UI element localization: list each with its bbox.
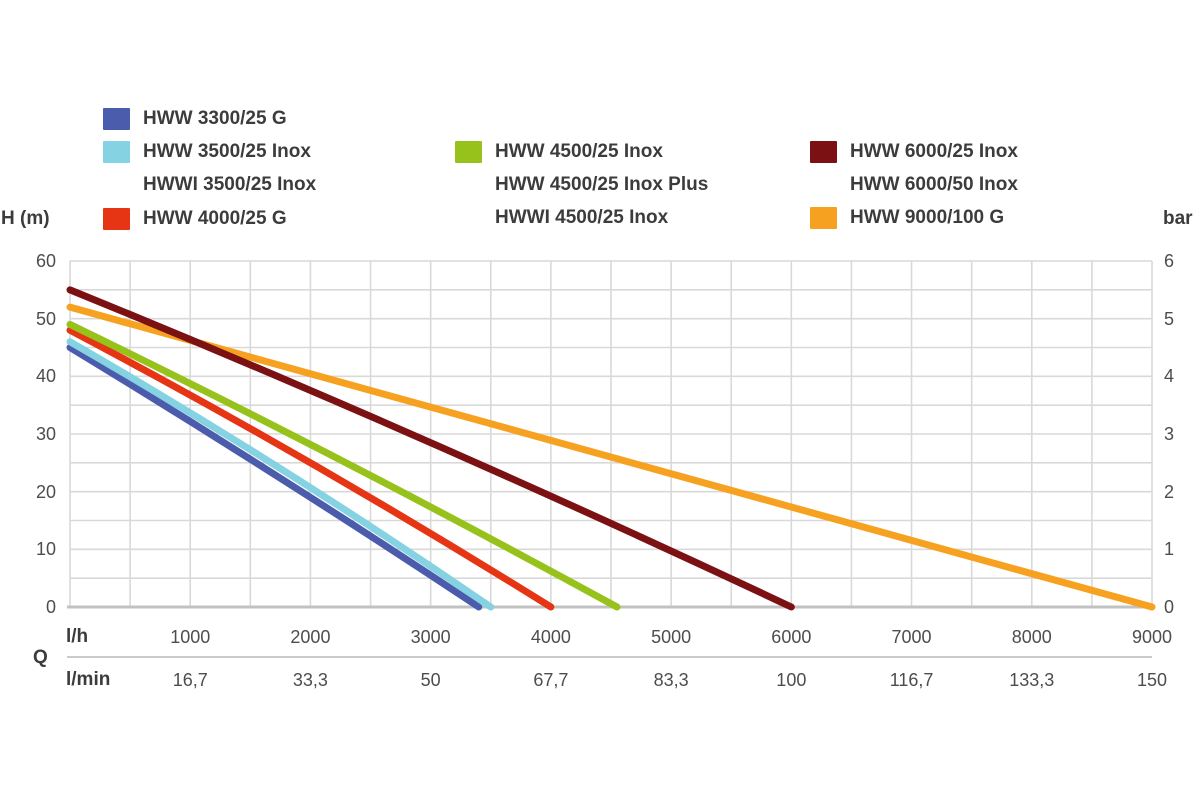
y-tick-left: 10 — [35, 539, 56, 560]
legend-swatch — [103, 107, 130, 130]
x-tick-lmin: 150 — [1136, 670, 1168, 690]
curve-series-5 — [66, 303, 1156, 611]
y-tick-right: 4 — [1164, 366, 1175, 387]
x-tick-lmin: 50 — [420, 670, 441, 690]
x-tick-lh: 7000 — [891, 627, 932, 647]
grid — [67, 260, 1153, 609]
axis-left-title: H (m) — [1, 208, 50, 229]
legend-item: HWW 4500/25 Inox — [455, 135, 708, 168]
flow-unit-lmin-label: l/min — [66, 669, 111, 690]
legend-label: HWW 4000/25 G — [143, 207, 287, 229]
curve-series-2 — [66, 326, 555, 611]
legend-swatch — [810, 140, 837, 163]
y-tick-right: 6 — [1164, 251, 1175, 271]
x-tick-lh: 8000 — [1011, 627, 1052, 647]
flow-axis-symbol: Q — [33, 647, 48, 668]
legend-item: HWWI 4500/25 Inox — [455, 202, 708, 235]
curve-series-4 — [66, 286, 795, 611]
x-tick-lh: 2000 — [290, 627, 331, 647]
y-tick-right: 1 — [1164, 539, 1175, 560]
legend-item: HWW 4500/25 Inox Plus — [455, 168, 708, 201]
legend-column: HWW 3300/25 G HWW 3500/25 Inox HWWI 3500/2… — [103, 102, 316, 236]
legend-column: HWW 4500/25 Inox HWW 4500/25 Inox Plus HWW… — [455, 135, 708, 235]
x-tick-lmin: 16,7 — [172, 670, 208, 690]
y-tick-left: 20 — [35, 481, 56, 502]
y-tick-left: 60 — [35, 251, 56, 271]
legend-label: HWWI 3500/25 Inox — [143, 174, 317, 196]
legend-swatch — [103, 141, 130, 164]
y-tick-right: 0 — [1164, 597, 1175, 617]
x-tick-lh: 5000 — [651, 627, 692, 647]
legend-label: HWW 4500/25 Inox — [495, 140, 663, 162]
x-tick-lmin: 83,3 — [653, 670, 689, 690]
y-tick-right: 3 — [1164, 424, 1175, 444]
x-tick-lh: 9000 — [1131, 627, 1173, 647]
legend-item: HWW 9000/100 G — [810, 202, 1018, 235]
flow-axis-divider — [67, 656, 1152, 658]
curve-series-3 — [66, 320, 621, 611]
x-tick-lmin: 67,7 — [533, 670, 569, 690]
legend-label: HWW 6000/25 Inox — [850, 140, 1018, 162]
x-tick-lmin: 33,3 — [292, 670, 328, 690]
legend-item: HWWI 3500/25 Inox — [103, 169, 316, 202]
legend-label: HWW 4500/25 Inox Plus — [495, 174, 709, 196]
legend-swatch — [810, 207, 837, 230]
legend-swatch — [455, 140, 482, 163]
legend-label: HWW 6000/50 Inox — [850, 174, 1018, 196]
legend-swatch — [103, 207, 130, 230]
y-tick-left: 40 — [35, 366, 56, 387]
x-tick-lh: 1000 — [170, 627, 211, 647]
x-tick-lmin: 133,3 — [1009, 670, 1055, 690]
legend-item: HWW 6000/50 Inox — [810, 168, 1018, 201]
legend-item: HWW 3500/25 Inox — [103, 135, 316, 168]
y-tick-left: 50 — [35, 308, 56, 329]
x-tick-lh: 6000 — [771, 627, 812, 647]
x-tick-lh: 3000 — [410, 627, 451, 647]
curve-series-1 — [66, 338, 495, 611]
legend-item: HWW 4000/25 G — [103, 202, 316, 235]
legend-column: HWW 6000/25 Inox HWW 6000/50 Inox HWW 9000… — [810, 135, 1018, 235]
y-tick-left: 0 — [45, 597, 56, 617]
y-tick-left: 30 — [35, 424, 56, 444]
legend-item: HWW 3300/25 G — [103, 102, 316, 135]
y-tick-right: 2 — [1164, 481, 1175, 502]
legend-label: HWW 3500/25 Inox — [143, 141, 311, 163]
y-tick-right: 5 — [1164, 308, 1175, 329]
flow-unit-lh-label: l/h — [66, 626, 89, 647]
x-tick-lh: 4000 — [530, 627, 571, 647]
axis-right-title: bar — [1163, 208, 1193, 229]
pump-curves — [66, 286, 1156, 611]
legend-label: HWWI 4500/25 Inox — [495, 207, 669, 229]
curve-series-0 — [66, 344, 483, 611]
legend-item: HWW 6000/25 Inox — [810, 135, 1018, 168]
legend-label: HWW 9000/100 G — [850, 207, 1005, 229]
x-tick-lmin: 100 — [776, 670, 807, 690]
x-tick-lmin: 116,7 — [889, 670, 934, 690]
legend-label: HWW 3300/25 G — [143, 107, 287, 129]
